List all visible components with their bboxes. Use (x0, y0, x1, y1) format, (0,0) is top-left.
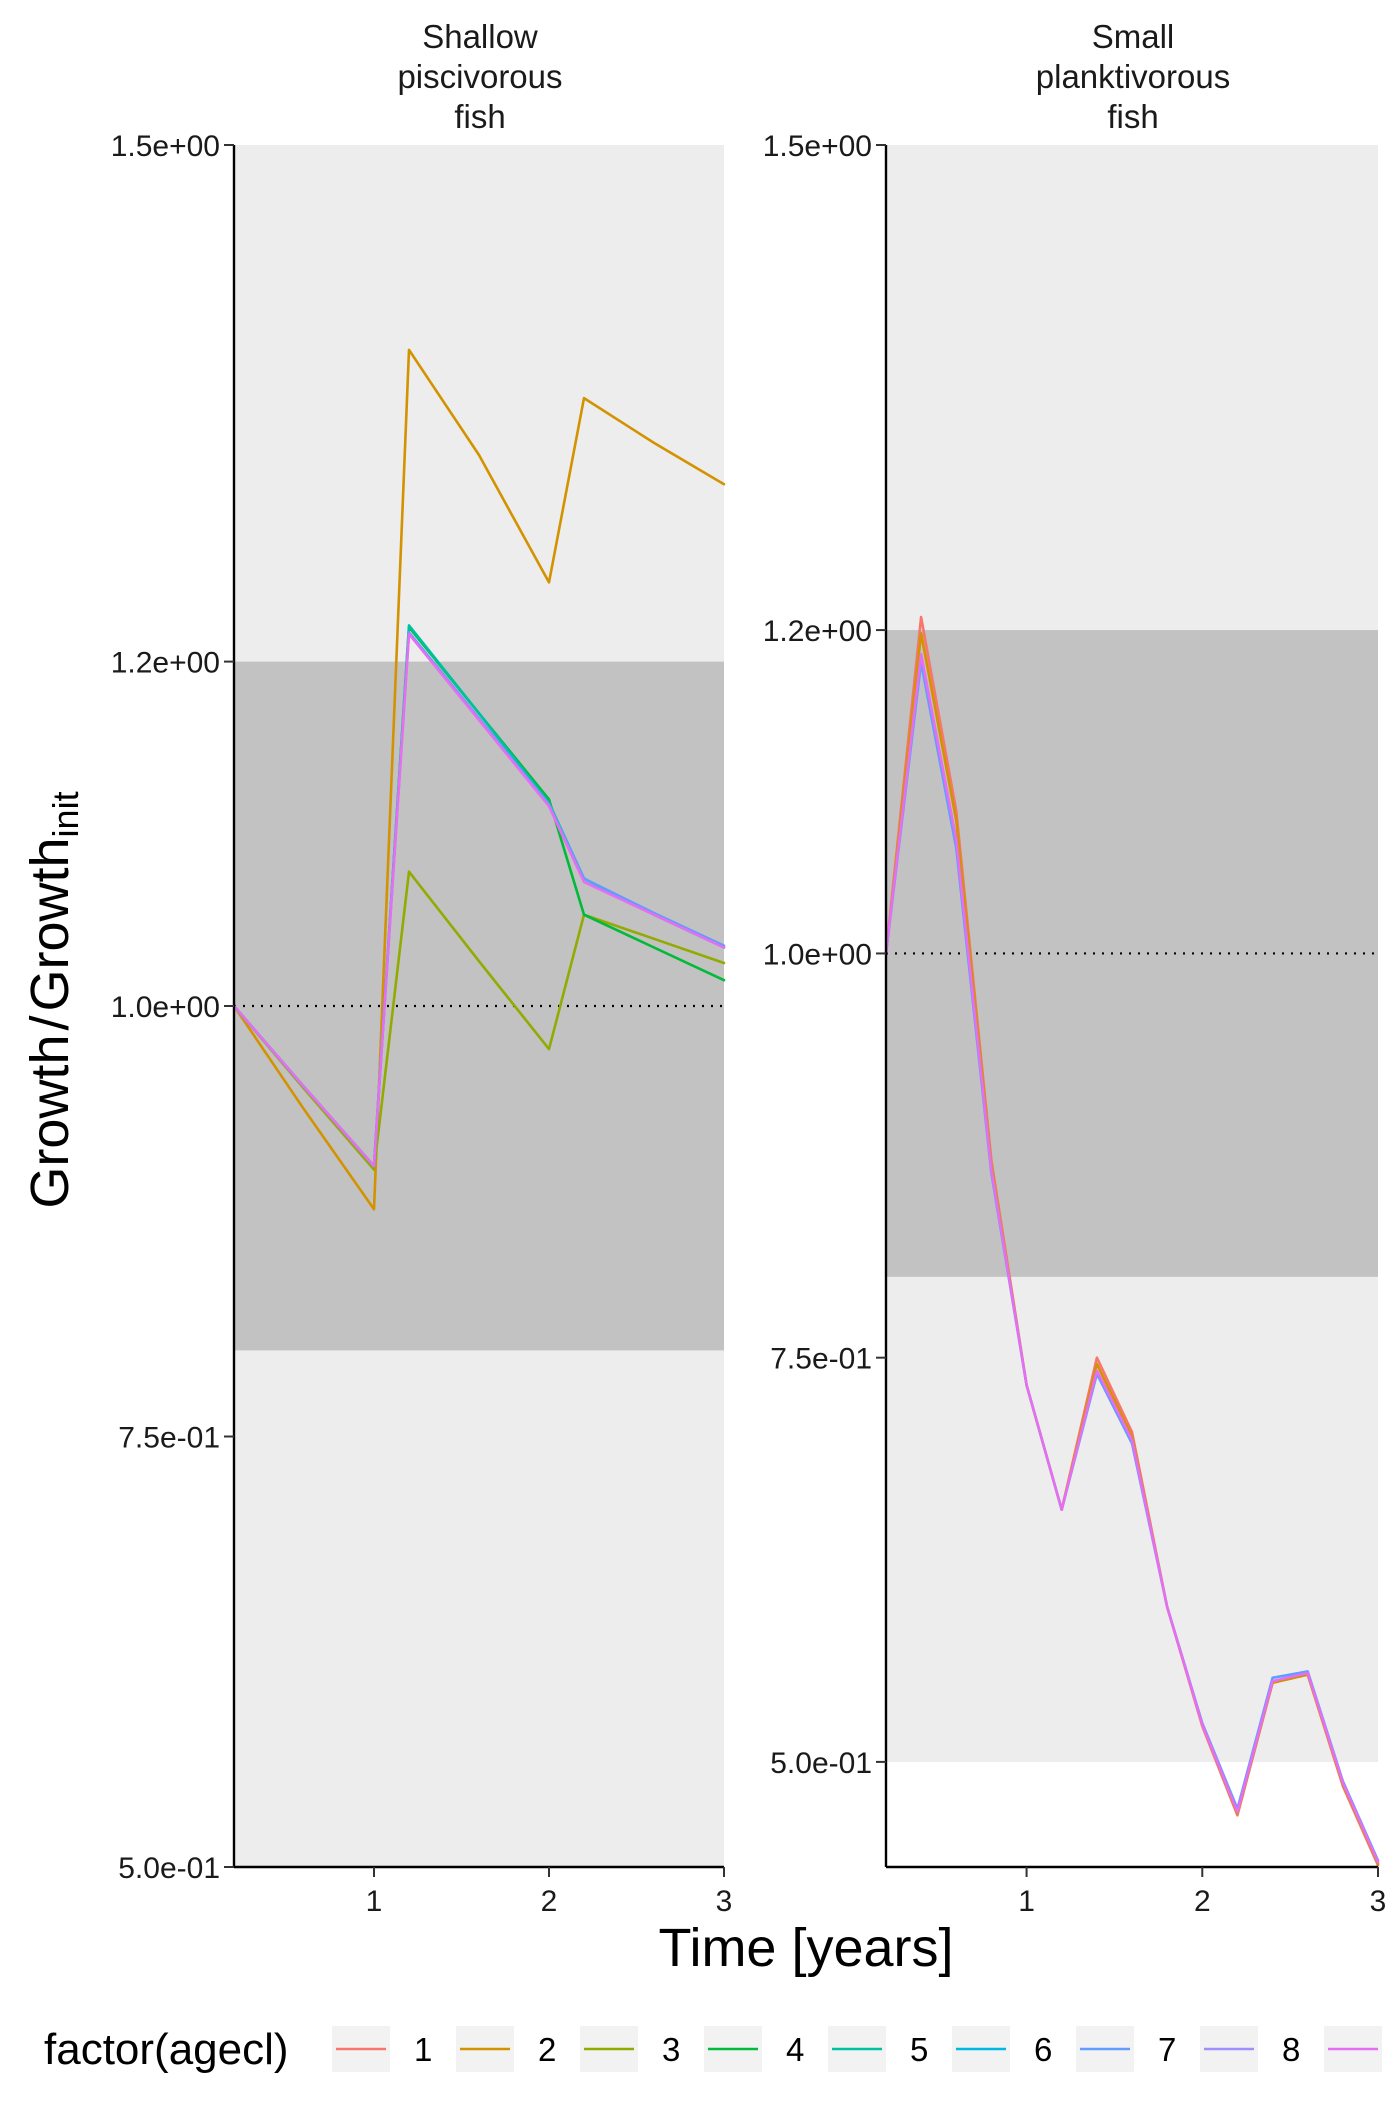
x-tick-label: 2 (541, 1885, 558, 1918)
series-line-extra (884, 652, 1380, 1864)
y-tick-label: 1.0e+00 (111, 991, 220, 1024)
x-tick-label: 1 (366, 1885, 383, 1918)
panel-small-planktivorous-fish: Small planktivorous fish 5.0e-01 7.5e-01 1… (763, 18, 1387, 1918)
legend-label: 6 (1034, 2031, 1052, 2068)
legend-label: 2 (538, 2031, 556, 2068)
series-line-2 (232, 348, 726, 1211)
panel-title-line: fish (1107, 98, 1158, 135)
axes: 5.0e-01 7.5e-01 1.0e+00 1.2e+00 1.5e+00 1 2 3 (111, 130, 733, 1918)
panel-title-line: fish (454, 98, 505, 135)
y-tick-label: 5.0e-01 (118, 1852, 220, 1885)
y-tick-label: 1.5e+00 (763, 130, 872, 163)
legend-label: 1 (414, 2031, 432, 2068)
y-tick-label: 1.2e+00 (763, 615, 872, 648)
y-tick-label: 1.0e+00 (763, 938, 872, 971)
x-tick-label: 1 (1018, 1885, 1035, 1918)
y-tick-label: 1.5e+00 (111, 130, 220, 163)
legend-label: 8 (1282, 2031, 1300, 2068)
panel-title-line: piscivorous (397, 58, 562, 95)
legend: factor(agecl) 1 2 3 4 5 6 7 8 (44, 2025, 1382, 2074)
y-tick-label: 1.2e+00 (111, 647, 220, 680)
legend-label: 5 (910, 2031, 928, 2068)
panel-shallow-piscivorous-fish: Shallow piscivorous fish 5.0e-01 7.5e-01 1… (111, 18, 733, 1918)
series-line-extra (232, 632, 726, 1168)
x-tick-label: 3 (716, 1885, 733, 1918)
axes: 5.0e-01 7.5e-01 1.0e+00 1.2e+00 1.5e+00 1 2 3 (763, 130, 1387, 1918)
legend-label: 4 (786, 2031, 804, 2068)
y-axis-title: Growth/Growthinit (20, 791, 86, 1208)
panel-title-line: Shallow (422, 18, 538, 55)
y-axis-title-base: Growth (20, 837, 80, 1011)
panel-title-line: planktivorous (1036, 58, 1230, 95)
y-tick-label: 5.0e-01 (770, 1747, 872, 1780)
panel-title-line: Small (1092, 18, 1175, 55)
series-lines (232, 348, 726, 1211)
y-axis-title-separator: / (20, 1016, 80, 1031)
y-tick-label: 7.5e-01 (770, 1343, 872, 1376)
y-tick-label: 7.5e-01 (118, 1422, 220, 1455)
x-tick-label: 2 (1194, 1885, 1211, 1918)
legend-label: 7 (1158, 2031, 1176, 2068)
panel-title: Small planktivorous fish (1036, 18, 1230, 135)
series-lines (884, 615, 1380, 1867)
y-axis-title-subscript: init (45, 791, 86, 837)
legend-title: factor(agecl) (44, 2025, 289, 2074)
panel-title: Shallow piscivorous fish (397, 18, 562, 135)
legend-items: 1 2 3 4 5 6 7 8 (332, 2026, 1382, 2072)
series-line-3 (232, 870, 726, 1171)
legend-label: 3 (662, 2031, 680, 2068)
y-axis-title-main: Growth (20, 1035, 80, 1209)
x-tick-label: 3 (1370, 1885, 1387, 1918)
x-axis-title: Time [years] (658, 1918, 953, 1978)
series-line-2 (884, 631, 1380, 1866)
